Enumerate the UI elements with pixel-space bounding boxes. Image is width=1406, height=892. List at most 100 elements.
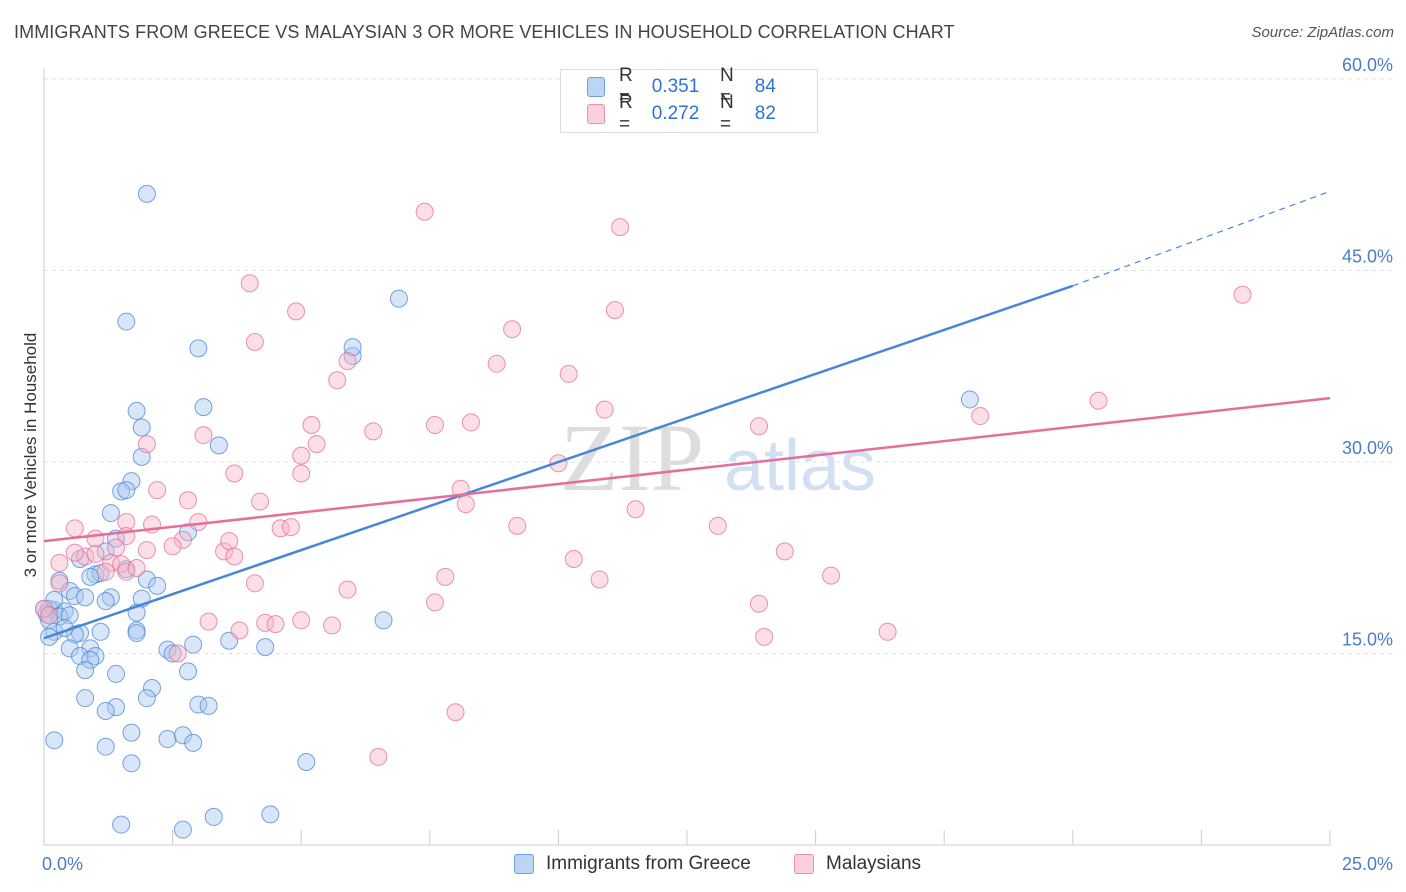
legend-n-value-malaysians: 82 xyxy=(754,103,776,124)
point-malaysians xyxy=(137,435,156,454)
point-malaysians xyxy=(878,622,897,641)
legend-r-value-greece: 0.351 xyxy=(651,76,700,97)
point-greece xyxy=(91,622,110,641)
point-greece xyxy=(143,678,162,697)
point-malaysians xyxy=(775,542,794,561)
point-malaysians xyxy=(626,500,645,519)
point-malaysians xyxy=(456,495,475,514)
y-axis-label: 3 or more Vehicles in Household xyxy=(21,333,40,578)
point-greece xyxy=(127,624,146,643)
legend-row-greece: R = 0.351 N = 84 xyxy=(587,65,817,108)
point-malaysians xyxy=(708,516,727,535)
point-malaysians xyxy=(251,492,270,511)
point-malaysians xyxy=(40,606,59,625)
watermark: ZIP atlas xyxy=(560,404,876,511)
point-malaysians xyxy=(302,415,321,434)
y-tick-label: 45.0% xyxy=(1342,247,1393,267)
trend-line-malaysians xyxy=(43,396,1331,543)
point-malaysians xyxy=(65,543,84,562)
point-greece xyxy=(137,184,156,203)
point-malaysians xyxy=(163,537,182,556)
point-malaysians xyxy=(220,532,239,551)
axes: 15.0% 30.0% 45.0% 60.0% 0.0% 25.0% xyxy=(42,55,1393,874)
point-greece xyxy=(60,639,79,658)
point-malaysians xyxy=(338,352,357,371)
point-malaysians xyxy=(971,407,990,426)
point-malaysians xyxy=(65,519,84,538)
point-malaysians xyxy=(590,570,609,589)
point-greece xyxy=(209,436,228,455)
bottom-legend-malaysians: Malaysians xyxy=(794,851,921,877)
point-malaysians xyxy=(225,547,244,566)
bottom-legend-greece: Immigrants from Greece xyxy=(514,851,751,877)
point-malaysians xyxy=(215,542,234,561)
point-greece xyxy=(76,661,95,680)
point-malaysians xyxy=(281,518,300,537)
point-malaysians xyxy=(137,541,156,560)
point-greece xyxy=(117,312,136,331)
x-tick-label-min: 0.0% xyxy=(42,854,83,874)
point-malaysians xyxy=(559,364,578,383)
point-greece xyxy=(96,737,115,756)
point-malaysians xyxy=(245,574,264,593)
point-greece xyxy=(107,698,126,717)
point-malaysians xyxy=(487,354,506,373)
point-greece xyxy=(107,664,126,683)
y-tick-label: 30.0% xyxy=(1342,438,1393,458)
point-malaysians xyxy=(436,567,455,586)
bottom-legend-label-malaysians: Malaysians xyxy=(826,853,922,874)
point-malaysians xyxy=(107,538,126,557)
legend-r-value-malaysians: 0.272 xyxy=(651,103,700,124)
point-malaysians xyxy=(369,747,388,766)
point-greece xyxy=(158,730,177,749)
legend-n-label: N = xyxy=(720,65,734,108)
point-greece xyxy=(71,647,90,666)
point-malaysians xyxy=(245,332,264,351)
point-greece xyxy=(389,289,408,308)
point-greece xyxy=(173,726,192,745)
point-malaysians xyxy=(611,218,630,237)
legend-swatch-malaysians xyxy=(587,104,605,124)
y-tick-label: 60.0% xyxy=(1342,55,1393,75)
point-greece xyxy=(101,504,120,523)
point-malaysians xyxy=(189,513,208,532)
bottom-legend-swatch-greece xyxy=(514,854,534,874)
point-malaysians xyxy=(50,553,69,572)
point-greece xyxy=(173,820,192,839)
point-malaysians xyxy=(86,544,105,563)
chart-title: IMMIGRANTS FROM GREECE VS MALAYSIAN 3 OR… xyxy=(14,22,955,42)
point-malaysians xyxy=(96,562,115,581)
point-greece xyxy=(81,650,100,669)
correlation-legend: R = 0.351 N = 84 R = 0.272 N = 82 xyxy=(560,65,818,135)
point-greece xyxy=(374,611,393,630)
point-malaysians xyxy=(595,400,614,419)
watermark-zip: ZIP xyxy=(560,404,704,511)
point-greece xyxy=(122,754,141,773)
point-greece xyxy=(256,638,275,657)
point-malaysians xyxy=(1233,285,1252,304)
point-malaysians xyxy=(328,371,347,390)
point-malaysians xyxy=(86,529,105,548)
legend-r-label: R = xyxy=(619,65,633,108)
legend-r-label: R = xyxy=(619,92,633,135)
x-tick-label-max: 25.0% xyxy=(1342,854,1393,874)
point-greece xyxy=(297,753,316,772)
point-greece xyxy=(148,576,167,595)
point-malaysians xyxy=(503,320,522,339)
source-label: Source: ZipAtlas.com xyxy=(1251,24,1394,41)
point-greece xyxy=(76,689,95,708)
point-malaysians xyxy=(508,516,527,535)
point-malaysians xyxy=(292,446,311,465)
point-malaysians xyxy=(364,422,383,441)
point-greece xyxy=(179,662,198,681)
point-malaysians xyxy=(755,627,774,646)
point-greece xyxy=(122,723,141,742)
point-greece xyxy=(137,570,156,589)
point-greece xyxy=(184,635,203,654)
point-malaysians xyxy=(425,593,444,612)
point-malaysians xyxy=(415,202,434,221)
bottom-legend-label-greece: Immigrants from Greece xyxy=(546,853,751,874)
point-malaysians xyxy=(148,481,167,500)
point-malaysians xyxy=(168,644,187,663)
